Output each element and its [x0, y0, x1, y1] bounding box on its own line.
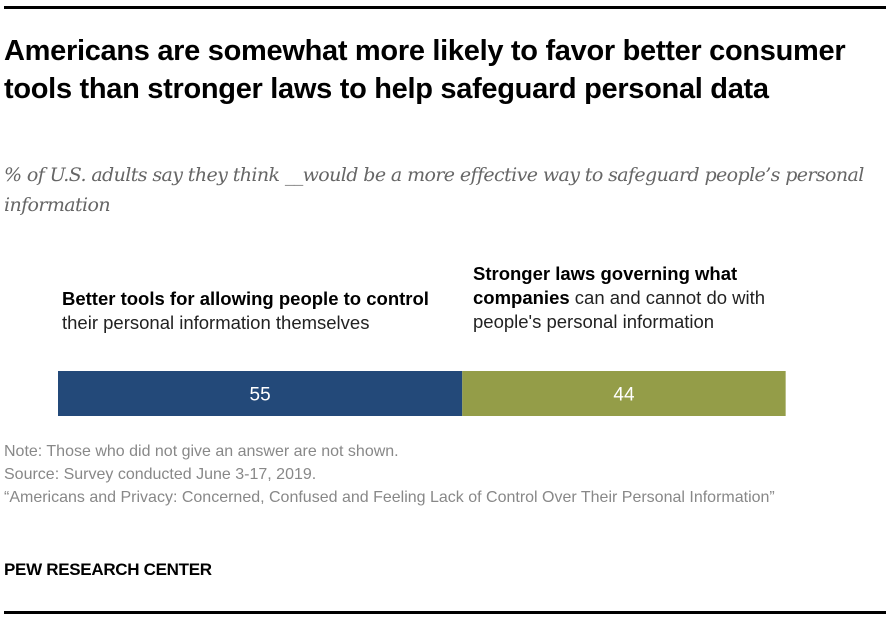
data-label-stronger-laws: 44	[613, 385, 635, 406]
series-label-bold: Better tools for allowing people to cont…	[62, 288, 429, 309]
bar-segment-stronger-laws	[462, 371, 786, 416]
bar-group: 55 44	[58, 371, 786, 416]
note-text: Note: Those who did not give an answer a…	[4, 443, 399, 460]
series-label-stronger-laws: Stronger laws governing what companies c…	[473, 262, 833, 334]
series-label-rest: their personal information themselves	[62, 312, 370, 333]
report-title-text: “Americans and Privacy: Concerned, Confu…	[4, 489, 775, 506]
series-label-bold: Stronger laws governing what companies	[473, 263, 738, 308]
chart-footer: Note: Those who did not give an answer a…	[4, 440, 874, 509]
chart-title: Americans are somewhat more likely to fa…	[4, 35, 846, 105]
pew-research-center-logo: PEW RESEARCH CENTER	[4, 560, 212, 579]
series-label-rest: can and cannot do with people's personal…	[473, 287, 766, 332]
top-rule	[4, 6, 886, 9]
bar-segment-better-tools	[58, 371, 463, 416]
series-label-better-tools: Better tools for allowing people to cont…	[62, 287, 442, 335]
bottom-rule	[4, 611, 886, 614]
source-text: Source: Survey conducted June 3-17, 2019…	[4, 466, 317, 483]
chart-subtitle: % of U.S. adults say they think __would …	[4, 164, 864, 216]
data-label-better-tools: 55	[250, 385, 271, 406]
